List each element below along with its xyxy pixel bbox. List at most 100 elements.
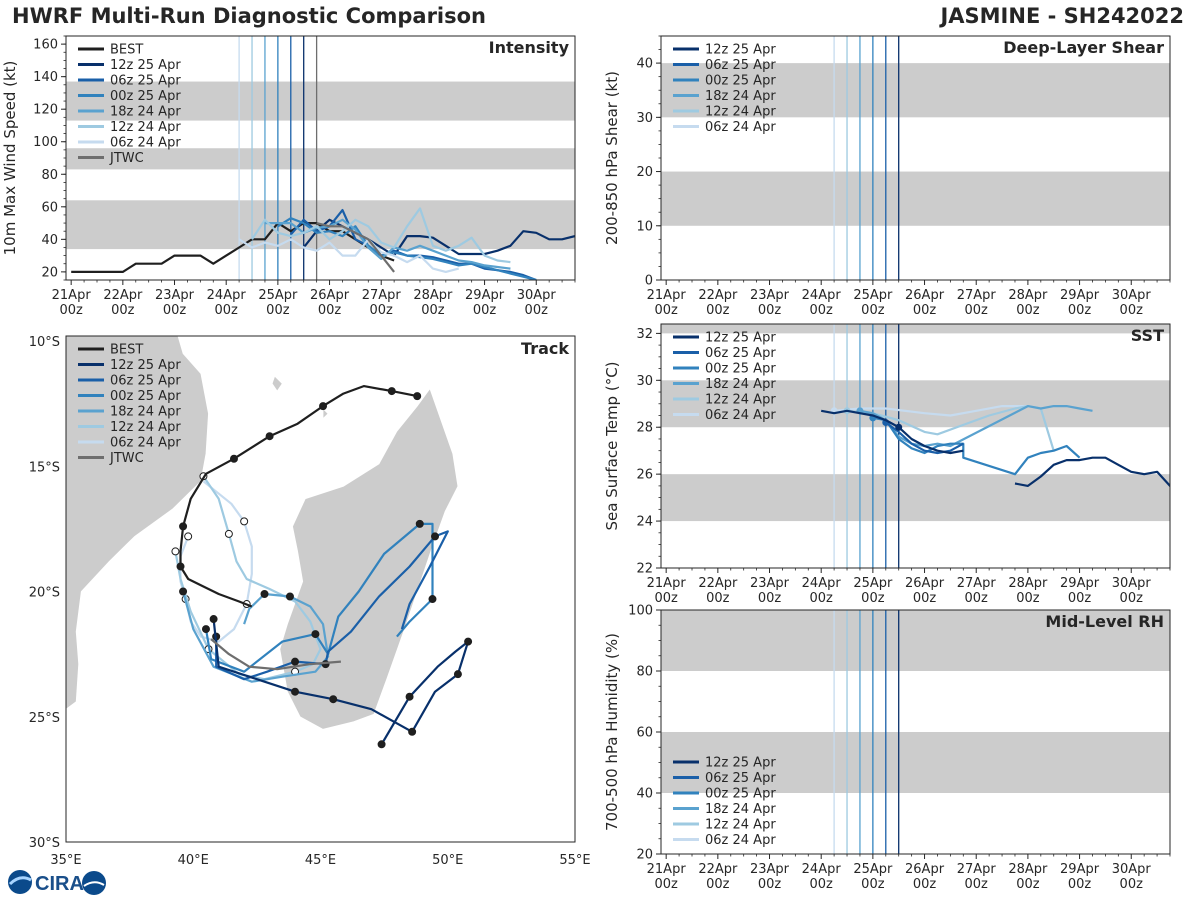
panel-title: Track <box>521 339 569 358</box>
track-position-marker <box>171 547 180 556</box>
x-tick-label-time: 00z <box>965 877 989 892</box>
track-position-marker <box>179 587 188 596</box>
legend-label: 12z 24 Apr <box>705 393 776 408</box>
x-tick-label-date: 21Apr <box>647 576 687 591</box>
y-tick-label: 160 <box>33 38 58 53</box>
x-tick-label-time: 00z <box>810 877 834 892</box>
series-line <box>251 207 511 264</box>
plot-area <box>661 324 1170 568</box>
x-tick-label-date: 30Apr <box>1112 862 1152 877</box>
legend-label: 12z 25 Apr <box>110 58 181 73</box>
legend-label: 00z 25 Apr <box>705 362 776 377</box>
x-tick-label-date: 23Apr <box>750 862 790 877</box>
lat-tick-label: 20°S <box>29 586 60 601</box>
sst-chart: 22242628303221Apr00z22Apr00z23Apr00z24Ap… <box>603 323 1171 606</box>
x-tick-label-time: 00z <box>913 303 937 318</box>
legend-label: BEST <box>110 343 143 358</box>
track-position-marker <box>265 432 274 441</box>
threshold-band <box>661 171 1170 226</box>
x-tick-label-date: 26Apr <box>905 288 945 303</box>
panel-title: Intensity <box>489 38 570 57</box>
plot-area <box>661 610 1170 854</box>
threshold-band <box>661 610 1170 671</box>
x-tick-label-date: 25Apr <box>258 288 298 303</box>
x-tick-label-date: 30Apr <box>1112 288 1152 303</box>
map-frame <box>65 335 576 843</box>
y-tick-label: 32 <box>636 327 653 342</box>
panel-title: Mid-Level RH <box>1045 612 1164 631</box>
threshold-band <box>66 81 575 121</box>
x-tick-label-time: 00z <box>810 591 834 606</box>
y-tick-label: 100 <box>33 135 58 150</box>
legend-label: 06z 25 Apr <box>110 374 181 389</box>
x-tick-label-date: 22Apr <box>698 288 738 303</box>
storm-id-title: JASMINE - SH242022 <box>940 4 1184 28</box>
legend-label: 12z 25 Apr <box>705 756 776 771</box>
y-tick-label: 30 <box>636 374 653 389</box>
y-axis-label: 200-850 hPa Shear (kt) <box>603 71 621 245</box>
legend-label: 12z 24 Apr <box>705 105 776 120</box>
x-tick-label-time: 00z <box>1068 303 1092 318</box>
x-tick-label-time: 00z <box>370 303 394 318</box>
x-tick-label-time: 00z <box>1068 877 1092 892</box>
y-axis-label: 700-500 hPa Humidity (%) <box>603 633 621 831</box>
series-line <box>277 217 537 280</box>
legend-label: 06z 25 Apr <box>705 771 776 786</box>
x-tick-label-time: 00z <box>111 303 135 318</box>
lon-tick-label: 45°E <box>305 853 336 868</box>
legend-label: 00z 25 Apr <box>705 787 776 802</box>
y-tick-label: 80 <box>41 168 58 183</box>
y-tick-label: 28 <box>636 421 653 436</box>
series-line <box>885 421 964 455</box>
x-tick-label-time: 00z <box>473 303 497 318</box>
track-position-marker <box>209 615 218 624</box>
y-tick-label: 0 <box>645 274 653 289</box>
lon-tick-label: 50°E <box>432 853 463 868</box>
legend-label: 12z 25 Apr <box>110 358 181 373</box>
threshold-band <box>661 324 1170 334</box>
land-comoros <box>271 375 283 392</box>
track-position-marker <box>464 637 473 646</box>
series-line <box>820 409 964 455</box>
legend-label: 12z 24 Apr <box>705 818 776 833</box>
track-position-marker <box>184 532 193 541</box>
legend-label: 18z 24 Apr <box>705 89 776 104</box>
threshold-band <box>661 63 1170 118</box>
x-tick-label-date: 27Apr <box>957 288 997 303</box>
x-tick-label-date: 23Apr <box>750 288 790 303</box>
track-position-marker <box>260 590 269 599</box>
x-tick-label-date: 24Apr <box>802 862 842 877</box>
lon-tick-label: 35°E <box>50 853 81 868</box>
track-position-marker <box>329 695 338 704</box>
y-tick-label: 60 <box>636 726 653 741</box>
plot-area <box>66 36 575 280</box>
y-tick-label: 100 <box>628 604 653 619</box>
x-tick-label-date: 22Apr <box>698 576 738 591</box>
y-tick-label: 20 <box>636 165 653 180</box>
x-tick-label-date: 21Apr <box>647 288 687 303</box>
x-tick-label-date: 26Apr <box>310 288 350 303</box>
x-tick-label-time: 00z <box>215 303 239 318</box>
y-axis-label: Sea Surface Temp (°C) <box>603 361 621 530</box>
track-line <box>210 638 341 671</box>
y-tick-label: 40 <box>636 57 653 72</box>
panel-title: Deep-Layer Shear <box>1003 38 1164 57</box>
track-line <box>174 475 322 681</box>
x-tick-label-date: 23Apr <box>155 288 195 303</box>
legend-label: 18z 24 Apr <box>110 105 181 120</box>
x-tick-label-date: 25Apr <box>853 288 893 303</box>
x-tick-label-time: 00z <box>1120 877 1144 892</box>
lat-tick-label: 10°S <box>29 335 60 350</box>
series-line <box>316 222 395 273</box>
x-tick-label-date: 28Apr <box>1008 862 1048 877</box>
x-tick-label-date: 29Apr <box>1060 576 1100 591</box>
y-tick-label: 120 <box>33 103 58 118</box>
x-tick-label-time: 00z <box>706 591 730 606</box>
x-tick-label-time: 00z <box>163 303 187 318</box>
series-line <box>1014 456 1170 488</box>
cira-logo: CIRA <box>8 870 106 895</box>
page-title: HWRF Multi-Run Diagnostic Comparison <box>12 4 487 28</box>
track-position-marker <box>453 670 462 679</box>
track-position-marker <box>285 592 294 601</box>
x-tick-label-date: 27Apr <box>957 576 997 591</box>
